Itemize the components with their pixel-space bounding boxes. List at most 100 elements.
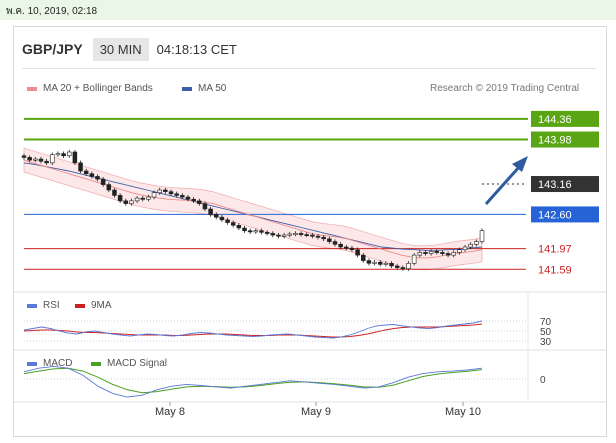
candle-body (451, 252, 456, 256)
rsi-ma9-line (23, 323, 483, 338)
ma20-swatch (27, 86, 37, 91)
candle-body (236, 224, 242, 229)
candle-body (389, 262, 394, 267)
candle-body (95, 176, 100, 180)
candle-body (287, 233, 293, 236)
timeframe-button[interactable]: 30 MIN (92, 37, 149, 61)
rsi-level-label-70: 70 (540, 317, 552, 328)
candle-body (230, 222, 236, 226)
candle-body (66, 151, 72, 157)
ma20-line (23, 159, 483, 259)
candle-body (174, 193, 179, 196)
legend-ma20-label: MA 20 + Bollinger Bands (43, 83, 153, 94)
header-divider (22, 68, 596, 69)
candle-body (44, 160, 49, 164)
candle-body (151, 192, 157, 198)
candle-body (50, 154, 55, 164)
candle-body (208, 208, 213, 215)
candle-body (83, 170, 89, 175)
candle-body (270, 233, 276, 236)
candle-body (355, 249, 360, 256)
candle-body (344, 246, 349, 249)
legend-signal-label: MACD Signal (107, 358, 168, 369)
candle-body (349, 247, 355, 251)
macd-line (23, 365, 483, 398)
rsi-level-label-30: 30 (540, 337, 552, 348)
clock-label: 04:18:13 CET (156, 41, 237, 57)
signal-swatch (91, 361, 101, 366)
rsi-swatch (27, 303, 37, 308)
level-label-143.98: 143.98 (538, 135, 572, 147)
candle-body (185, 196, 191, 200)
candle-body (321, 236, 326, 240)
candle-body (191, 198, 196, 202)
candle-body (38, 158, 44, 162)
candle-body (180, 195, 185, 198)
ma9-swatch (75, 303, 85, 308)
candle-body (33, 158, 38, 161)
legend-macd-label: MACD (43, 358, 73, 369)
candle-body (406, 262, 411, 270)
x-tick-label: May 10 (445, 406, 481, 418)
candle-body (361, 254, 366, 261)
level-label-143.16: 143.16 (538, 179, 572, 191)
legend-rsi: RSI (27, 300, 60, 311)
rsi-line (23, 320, 483, 339)
candle-body (434, 251, 440, 253)
candle-body (428, 251, 434, 254)
candle-body (310, 234, 315, 237)
candle-body (411, 254, 417, 264)
macd-zero-label: 0 (540, 375, 546, 386)
legend-ma50-label: MA 50 (198, 83, 227, 94)
macd-swatch (27, 361, 37, 366)
candle-body (134, 197, 140, 202)
candle-body (293, 233, 298, 235)
candle-body (377, 261, 383, 265)
candle-body (276, 234, 281, 237)
level-label-141.97: 141.97 (538, 244, 572, 256)
level-label-142.60: 142.60 (538, 209, 572, 221)
candle-body (157, 189, 162, 194)
forecast-arrow-head (512, 156, 528, 172)
level-tag-142.60 (531, 206, 599, 223)
candle-body (479, 230, 485, 242)
candle-body (163, 189, 168, 192)
candle-body (117, 195, 123, 202)
rsi-level-label-50: 50 (540, 327, 552, 338)
legend-macd: MACD (27, 358, 72, 369)
candle-body (213, 214, 219, 218)
bollinger-band (23, 147, 483, 271)
level-tag-144.36 (531, 110, 599, 127)
timestamp: พ.ค. 10, 2019, 02:18 (6, 6, 98, 17)
candle-body (247, 230, 253, 233)
candle-body (304, 234, 309, 237)
candle-body (55, 153, 61, 156)
candle-body (327, 238, 332, 242)
candle-body (400, 267, 406, 270)
legend-macd-signal: MACD Signal (91, 358, 167, 369)
forecast-arrow-shaft (484, 164, 522, 206)
level-label-144.36: 144.36 (538, 114, 572, 126)
ma50-swatch (182, 86, 192, 91)
legend-ma9: 9MA (75, 300, 112, 311)
candle-body (129, 200, 134, 204)
chart-header: GBP/JPY 30 MIN 04:18:13 CET (22, 37, 237, 61)
legend-rsi-label: RSI (43, 300, 60, 311)
symbol-label: GBP/JPY (22, 41, 83, 57)
candle-body (27, 157, 32, 161)
legend-ma50: MA 50 (182, 83, 226, 94)
candle-body (445, 253, 451, 256)
candle-body (202, 203, 208, 210)
level-tag-143.16 (531, 176, 599, 193)
level-tag-143.98 (531, 131, 599, 148)
candle-body (281, 234, 287, 237)
candle-body (259, 230, 264, 233)
candle-body (89, 173, 95, 177)
research-credit: Research © 2019 Trading Central (430, 83, 580, 94)
candle-body (423, 252, 428, 254)
candle-body (338, 243, 343, 248)
candle-body (242, 227, 247, 232)
candle-body (468, 243, 473, 248)
candle-body (219, 216, 225, 221)
